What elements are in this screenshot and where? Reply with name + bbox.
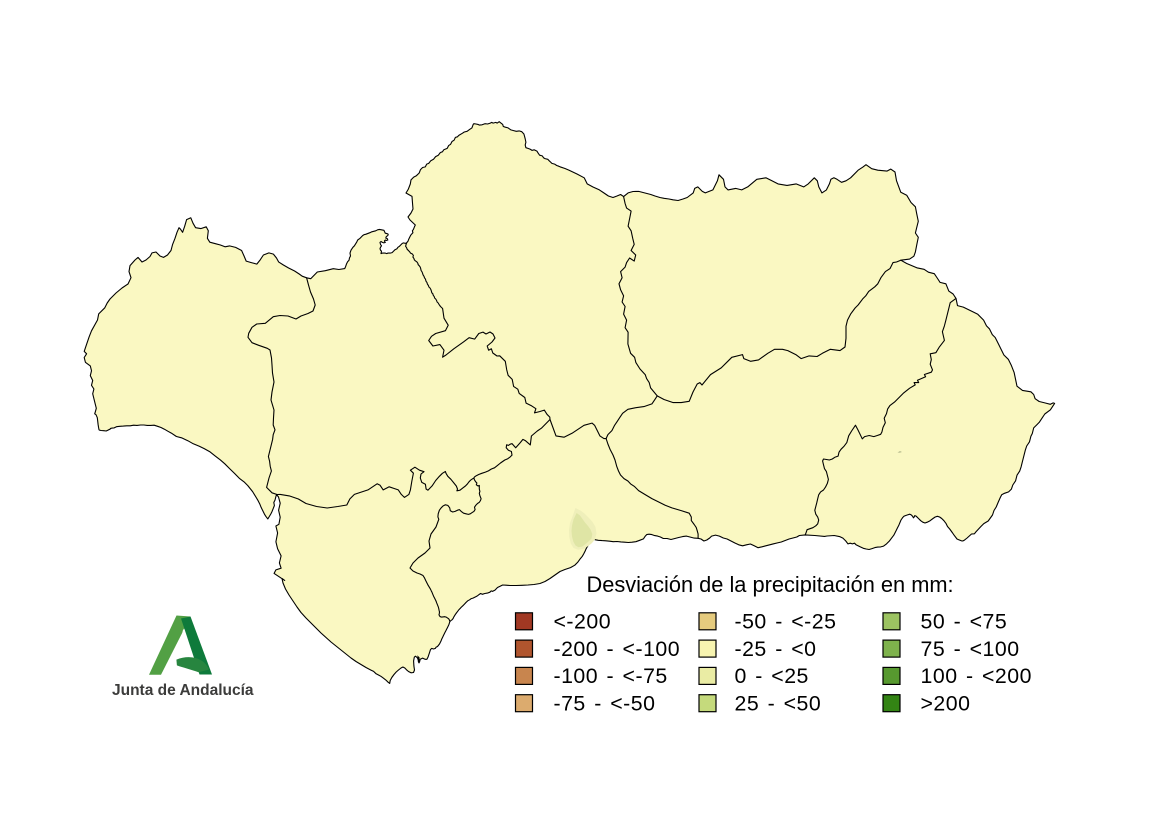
svg-text:<-200: <-200 <box>554 610 612 634</box>
svg-text:-25 - <0: -25 - <0 <box>735 637 817 661</box>
svg-text:Junta de Andalucía: Junta de Andalucía <box>112 682 254 699</box>
svg-text:-100 - <-75: -100 - <-75 <box>554 664 668 688</box>
svg-text:75 - <100: 75 - <100 <box>921 637 1020 661</box>
svg-text:>200: >200 <box>921 692 971 716</box>
svg-text:-75 - <-50: -75 - <-50 <box>554 692 656 716</box>
svg-text:50 - <75: 50 - <75 <box>921 610 1008 634</box>
svg-text:0 - <25: 0 - <25 <box>735 664 809 688</box>
svg-text:25 - <50: 25 - <50 <box>735 692 822 716</box>
svg-text:-200 - <-100: -200 - <-100 <box>554 637 681 661</box>
svg-text:Desviación de la precipitación: Desviación de la precipitación en mm: <box>587 572 954 597</box>
svg-text:100 - <200: 100 - <200 <box>921 664 1032 688</box>
svg-text:-50 - <-25: -50 - <-25 <box>735 610 837 634</box>
